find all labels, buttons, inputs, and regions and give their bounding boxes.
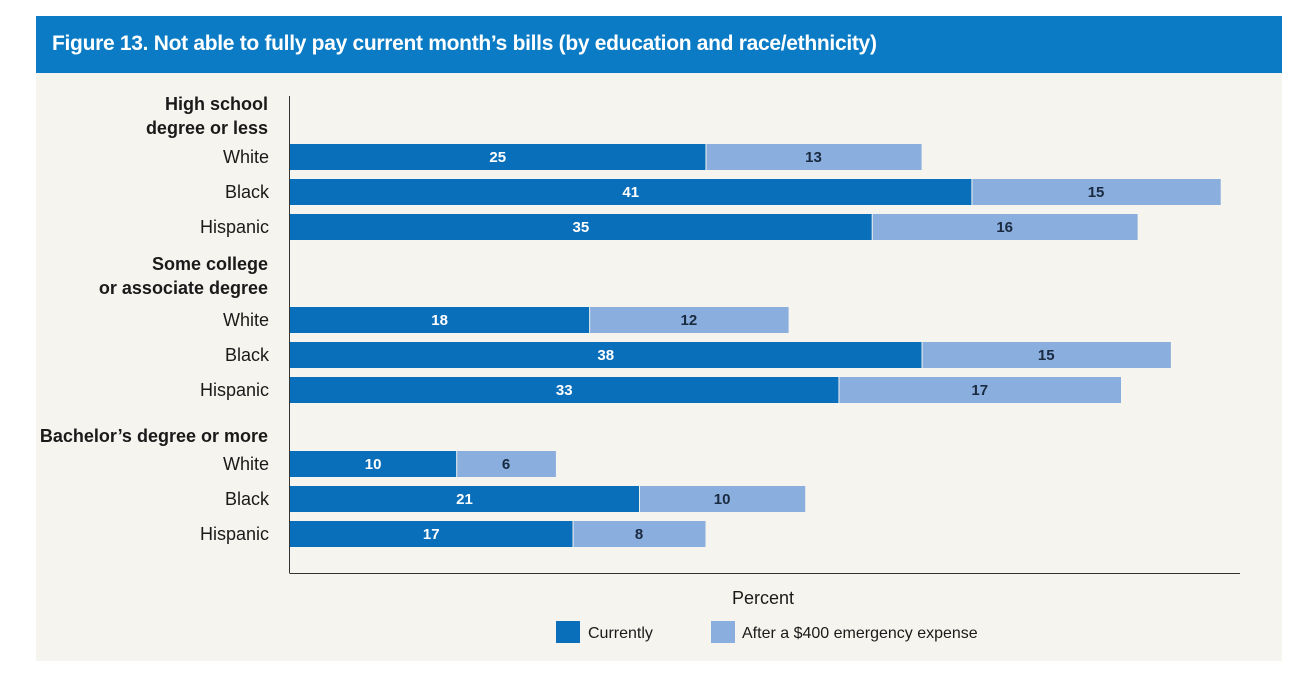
value-label-currently: 25 bbox=[489, 149, 506, 166]
group-label: Some college bbox=[152, 254, 268, 274]
bar-after-expense bbox=[972, 179, 1221, 205]
category-label: White bbox=[223, 310, 269, 330]
bar-currently bbox=[290, 451, 457, 477]
category-label: Black bbox=[225, 182, 270, 202]
group-label: High school bbox=[165, 94, 268, 114]
bar-currently bbox=[290, 144, 706, 170]
value-label-currently: 41 bbox=[622, 184, 639, 201]
value-label-currently: 21 bbox=[456, 491, 473, 508]
legend-label-currently: Currently bbox=[588, 625, 653, 642]
x-axis-title: Percent bbox=[732, 588, 794, 608]
category-label: White bbox=[223, 454, 269, 474]
legend-swatch-after-expense bbox=[711, 621, 735, 643]
value-label-currently: 10 bbox=[365, 456, 382, 473]
category-label: Hispanic bbox=[200, 217, 269, 237]
group-label: or associate degree bbox=[99, 278, 268, 298]
value-label-after-expense: 15 bbox=[1038, 347, 1055, 364]
value-label-currently: 38 bbox=[597, 347, 614, 364]
bar-after-expense bbox=[457, 451, 556, 477]
bar-currently bbox=[290, 377, 839, 403]
bar-currently bbox=[290, 214, 872, 240]
bar-after-expense bbox=[590, 307, 789, 333]
category-label: Hispanic bbox=[200, 380, 269, 400]
bar-after-expense bbox=[706, 144, 922, 170]
bar-after-expense bbox=[573, 521, 706, 547]
group-label: degree or less bbox=[146, 118, 268, 138]
bar-currently bbox=[290, 521, 573, 547]
value-label-after-expense: 16 bbox=[996, 219, 1013, 236]
bar-after-expense bbox=[872, 214, 1138, 240]
value-label-currently: 17 bbox=[423, 526, 440, 543]
category-label: White bbox=[223, 147, 269, 167]
bar-after-expense bbox=[640, 486, 806, 512]
category-label: Black bbox=[225, 345, 270, 365]
value-label-currently: 18 bbox=[431, 312, 448, 329]
value-label-after-expense: 10 bbox=[714, 491, 731, 508]
value-label-after-expense: 17 bbox=[971, 382, 988, 399]
value-label-after-expense: 15 bbox=[1088, 184, 1105, 201]
bar-currently bbox=[290, 179, 972, 205]
bar-currently bbox=[290, 486, 640, 512]
value-label-after-expense: 13 bbox=[805, 149, 822, 166]
bar-currently bbox=[290, 307, 590, 333]
bar-after-expense bbox=[839, 377, 1121, 403]
bar-after-expense bbox=[922, 342, 1171, 368]
value-label-currently: 33 bbox=[556, 382, 573, 399]
value-label-after-expense: 12 bbox=[681, 312, 698, 329]
value-label-after-expense: 6 bbox=[502, 456, 510, 473]
legend-swatch-currently bbox=[556, 621, 580, 643]
chart-title: Figure 13. Not able to fully pay current… bbox=[52, 32, 877, 55]
category-label: Hispanic bbox=[200, 524, 269, 544]
group-label: Bachelor’s degree or more bbox=[40, 426, 268, 446]
legend-label-after-expense: After a $400 emergency expense bbox=[742, 625, 978, 642]
title-bar: Figure 13. Not able to fully pay current… bbox=[36, 16, 1282, 73]
figure-panel: Figure 13. Not able to fully pay current… bbox=[36, 16, 1282, 661]
value-label-currently: 35 bbox=[573, 219, 590, 236]
bar-currently bbox=[290, 342, 922, 368]
value-label-after-expense: 8 bbox=[635, 526, 643, 543]
category-label: Black bbox=[225, 489, 270, 509]
